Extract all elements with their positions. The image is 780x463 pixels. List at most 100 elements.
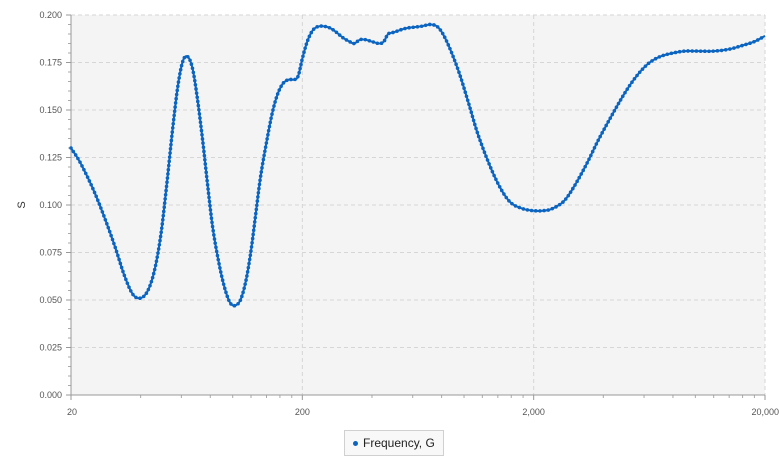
data-point <box>198 112 202 116</box>
data-point <box>159 230 163 234</box>
data-point <box>666 52 670 56</box>
data-point <box>450 51 454 55</box>
data-point <box>191 66 195 70</box>
data-point <box>439 28 443 32</box>
data-point <box>752 40 756 44</box>
data-point <box>78 160 82 164</box>
y-tick-label: 0.125 <box>39 153 62 163</box>
data-point <box>207 196 211 200</box>
data-point <box>74 153 78 157</box>
x-tick-label: 20 <box>67 407 77 417</box>
data-point <box>162 205 166 209</box>
data-point <box>88 179 92 183</box>
data-point <box>534 209 538 213</box>
data-point <box>272 104 276 108</box>
data-point <box>262 158 266 162</box>
data-point <box>153 268 157 272</box>
data-point <box>461 82 465 86</box>
data-point <box>192 71 196 75</box>
data-point <box>165 185 169 189</box>
data-point <box>162 210 166 214</box>
data-point <box>216 254 220 258</box>
data-point <box>518 206 522 210</box>
data-point <box>300 59 304 63</box>
data-point <box>102 214 106 218</box>
data-point <box>443 35 447 39</box>
data-point <box>621 94 625 98</box>
data-point <box>338 33 342 37</box>
data-point <box>446 43 450 47</box>
data-point <box>297 71 301 75</box>
data-point <box>530 209 534 213</box>
data-point <box>682 49 686 53</box>
data-point <box>167 168 171 172</box>
data-point <box>117 258 121 262</box>
data-point <box>454 63 458 67</box>
data-point <box>236 302 240 306</box>
data-point <box>201 137 205 141</box>
y-tick-label: 0.150 <box>39 105 62 115</box>
data-point <box>208 200 212 204</box>
data-point <box>686 49 690 53</box>
data-point <box>486 158 490 162</box>
data-point <box>169 143 173 147</box>
data-point <box>181 60 185 64</box>
data-point <box>391 31 395 35</box>
data-point <box>194 87 198 91</box>
data-point <box>494 177 498 181</box>
data-point <box>210 216 214 220</box>
data-point <box>480 143 484 147</box>
data-point <box>158 243 162 247</box>
data-point <box>611 113 615 117</box>
data-point <box>204 171 208 175</box>
data-point <box>173 105 177 109</box>
data-point <box>462 86 466 90</box>
data-point <box>250 241 254 245</box>
data-point <box>348 40 352 44</box>
data-point <box>468 107 472 111</box>
data-point <box>308 35 312 39</box>
data-point <box>112 242 116 246</box>
data-point <box>383 39 387 43</box>
data-point <box>223 287 227 291</box>
data-point <box>170 134 174 138</box>
data-point <box>252 228 256 232</box>
data-point <box>164 193 168 197</box>
data-point <box>496 181 500 185</box>
data-point <box>268 121 272 125</box>
data-point <box>331 28 335 32</box>
data-point <box>221 278 225 282</box>
data-point <box>215 250 219 254</box>
data-point <box>324 25 328 29</box>
data-point <box>148 284 152 288</box>
data-point <box>203 158 207 162</box>
data-point <box>213 241 217 245</box>
data-point <box>507 199 511 203</box>
y-axis-ticks: 0.0000.0250.0500.0750.1000.1250.1500.175… <box>39 10 71 400</box>
data-point <box>86 175 90 179</box>
data-point <box>204 162 208 166</box>
data-point <box>195 95 199 99</box>
data-point <box>345 38 349 42</box>
data-point <box>298 67 302 71</box>
data-point <box>703 49 707 53</box>
data-point <box>266 133 270 137</box>
data-point <box>131 293 135 297</box>
data-point <box>101 210 105 214</box>
data-point <box>319 24 323 28</box>
data-point <box>587 157 591 161</box>
data-point <box>203 154 207 158</box>
y-tick-label: 0.100 <box>39 200 62 210</box>
data-point <box>256 195 260 199</box>
data-point <box>180 64 184 68</box>
data-point <box>200 133 204 137</box>
data-point <box>251 237 255 241</box>
data-point <box>174 97 178 101</box>
data-point <box>473 123 477 127</box>
data-point <box>385 35 389 39</box>
data-point <box>245 274 249 278</box>
data-point <box>465 94 469 98</box>
data-point <box>695 49 699 53</box>
data-point <box>255 203 259 207</box>
